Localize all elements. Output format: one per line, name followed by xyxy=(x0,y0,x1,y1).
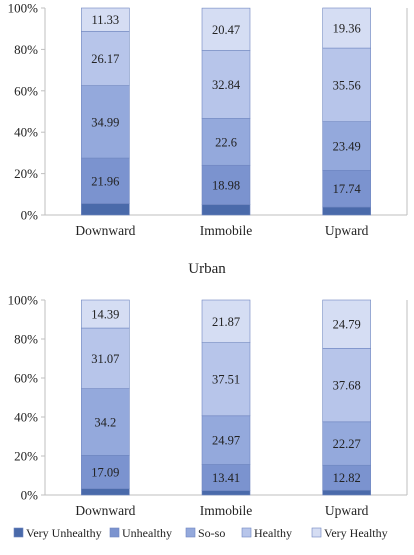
bar-segment xyxy=(201,204,251,216)
bar-segment xyxy=(322,464,371,491)
bar-segment xyxy=(322,421,371,466)
data-label: 22.6 xyxy=(215,135,237,149)
bar-segment xyxy=(81,7,130,32)
y-tick-label: 20% xyxy=(14,166,38,181)
legend-swatch xyxy=(311,527,322,538)
legend-label: Unhealthy xyxy=(122,526,172,540)
y-tick-label: 80% xyxy=(14,332,38,347)
category-label: Downward xyxy=(75,223,135,238)
legend-label: Very Healthy xyxy=(324,526,388,540)
data-label: 37.51 xyxy=(212,373,240,387)
bar-segment xyxy=(322,170,371,208)
bar-segment xyxy=(201,464,251,491)
bar-segment xyxy=(201,415,251,465)
data-label: 24.79 xyxy=(333,318,361,332)
bar-segment xyxy=(81,299,130,329)
legend-swatch xyxy=(185,527,196,538)
y-tick-label: 0% xyxy=(21,488,39,503)
y-tick-label: 100% xyxy=(8,293,39,308)
legend-label: So-so xyxy=(198,526,225,540)
data-label: 11.33 xyxy=(91,13,119,27)
data-label: 21.96 xyxy=(91,174,119,188)
data-label: 35.56 xyxy=(333,78,361,92)
data-label: 37.68 xyxy=(333,379,361,393)
data-label: 13.41 xyxy=(212,471,240,485)
data-label: 14.39 xyxy=(91,308,119,322)
category-label: Immobile xyxy=(200,223,253,238)
data-label: 26.17 xyxy=(91,52,119,66)
y-tick-label: 60% xyxy=(14,371,38,386)
data-label: 12.82 xyxy=(333,471,361,485)
data-label: 18.98 xyxy=(212,178,240,192)
chart-title: Urban xyxy=(188,261,226,277)
y-tick-label: 0% xyxy=(21,208,39,223)
bar-segment xyxy=(81,203,130,216)
legend-swatch xyxy=(109,527,120,538)
bar-segment xyxy=(201,299,251,343)
y-tick-label: 20% xyxy=(14,449,38,464)
bar-segment xyxy=(81,157,130,204)
data-label: 34.2 xyxy=(94,415,116,429)
y-tick-label: 100% xyxy=(8,1,39,16)
bar-segment xyxy=(201,50,251,119)
data-label: 20.47 xyxy=(212,23,240,37)
bar-segment xyxy=(322,206,371,216)
bar-segment xyxy=(81,85,130,159)
category-label: Upward xyxy=(325,503,369,518)
data-label: 31.07 xyxy=(91,352,119,366)
legend-swatch xyxy=(241,527,252,538)
data-label: 22.27 xyxy=(333,437,361,451)
data-label: 24.97 xyxy=(212,434,240,448)
data-label: 34.99 xyxy=(91,115,119,129)
y-tick-label: 40% xyxy=(14,410,38,425)
bar-segment xyxy=(201,490,251,496)
y-tick-label: 40% xyxy=(14,125,38,140)
y-tick-label: 60% xyxy=(14,83,38,98)
bar-segment xyxy=(201,7,251,51)
bar-segment xyxy=(201,118,251,166)
legend-swatch xyxy=(13,527,24,538)
bar-segment xyxy=(81,327,130,389)
category-label: Immobile xyxy=(200,503,253,518)
legend-label: Very Unhealthy xyxy=(26,526,102,540)
data-label: 19.36 xyxy=(333,22,361,36)
bar-segment xyxy=(201,342,251,417)
data-label: 17.74 xyxy=(333,182,362,196)
data-label: 32.84 xyxy=(212,78,241,92)
data-label: 21.87 xyxy=(212,315,240,329)
y-tick-label: 80% xyxy=(14,42,38,57)
category-label: Upward xyxy=(325,223,369,238)
data-label: 17.09 xyxy=(91,465,119,479)
bar-segment xyxy=(322,348,371,423)
category-label: Downward xyxy=(75,503,135,518)
bar-segment xyxy=(81,488,130,496)
bar-segment xyxy=(322,299,371,349)
legend-label: Healthy xyxy=(254,526,292,540)
bar-segment xyxy=(322,7,371,49)
bar-segment xyxy=(322,47,371,122)
data-label: 23.49 xyxy=(333,139,361,153)
bar-segment xyxy=(81,31,130,86)
bar-segment xyxy=(322,489,371,496)
